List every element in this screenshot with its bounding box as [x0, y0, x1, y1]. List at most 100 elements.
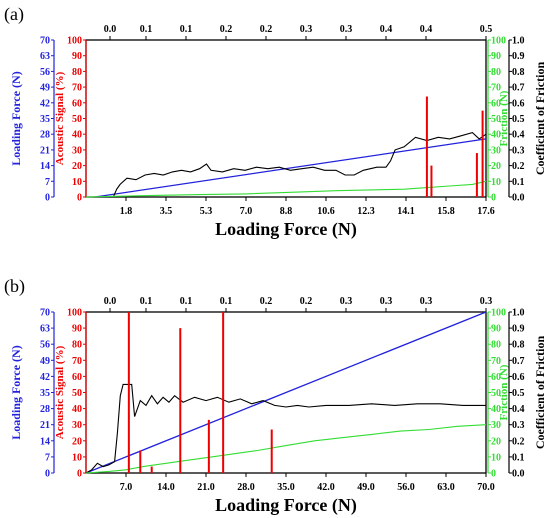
y-tick-label: 0.5 [512, 114, 525, 125]
y-tick-label: 0 [491, 193, 496, 204]
series-line-friction [85, 424, 487, 474]
x-axis-label: Loading Force (N) [215, 495, 357, 516]
series-cof [86, 131, 487, 198]
panel-label: (b) [4, 276, 25, 297]
y-tick-label: 0 [45, 469, 50, 480]
y-axis-acoustic: 0 10 20 30 40 50 60 70 80 90 100 Acoustic Signal (%… [54, 308, 87, 480]
series-acoustic [425, 96, 484, 197]
y-tick-label: 30 [491, 145, 501, 156]
y-tick-label: 0.1 [512, 177, 525, 188]
y-tick-label: 30 [491, 420, 501, 431]
y-tick-label: 90 [72, 51, 82, 62]
x-bottom-tick-label: 35.0 [277, 482, 295, 493]
y-tick-label: 42 [40, 98, 50, 109]
y-tick-label: 80 [72, 340, 82, 351]
x-top-tick-label: 0.2 [220, 24, 233, 35]
series-cof [85, 383, 486, 474]
x-top-tick-label: 0.0 [104, 296, 117, 307]
y-tick-label: 70 [491, 83, 501, 94]
y-axis-title: Coefficient of Friction [533, 336, 547, 450]
y-tick-label: 35 [40, 114, 50, 125]
x-top-tick-label: 0.2 [260, 24, 273, 35]
x-top-tick-label: 0.1 [180, 24, 193, 35]
series-acoustic [127, 312, 273, 473]
y-axis-friction: 0 10 20 30 40 50 60 70 80 90 100 Friction (N) [487, 36, 510, 204]
y-tick-label: 100 [491, 36, 506, 47]
x-top-tick-label: 0.4 [380, 24, 393, 35]
y-axis-loading-force: 0 7 14 21 28 35 42 49 56 63 70 Loading Force (N) [9, 36, 55, 204]
y-axis-cof: 0.0 0.1 0.2 0.3 0.4 0.5 0.6 0.7 0.8 0.9 1.0 Coeffic… [508, 308, 547, 480]
x-bottom-tick-label: 1.8 [120, 206, 133, 217]
x-bottom-tick-label: 70.0 [477, 482, 495, 493]
x-bottom-tick-label: 7.0 [120, 482, 133, 493]
x-top-tick-label: 0.0 [104, 24, 117, 35]
y-tick-label: 20 [491, 161, 501, 172]
y-tick-label: 14 [40, 436, 50, 447]
x-top-tick-label: 0.1 [180, 296, 193, 307]
y-tick-label: 60 [491, 372, 501, 383]
x-top-tick-label: 0.2 [260, 296, 273, 307]
x-top-tick-label: 0.1 [140, 24, 153, 35]
x-top-tick-label: 0.1 [220, 296, 233, 307]
y-tick-label: 56 [40, 67, 50, 78]
y-tick-label: 50 [72, 114, 82, 125]
x-top-tick-label: 0.3 [340, 296, 353, 307]
y-axis-loading-force: 0 7 14 21 28 35 42 49 56 63 70 Loading Force (N) [9, 308, 55, 480]
y-tick-label: 0.4 [512, 404, 525, 415]
x-bottom-tick-label: 7.0 [240, 206, 253, 217]
y-tick-label: 0 [45, 193, 50, 204]
y-tick-label: 50 [491, 388, 501, 399]
y-tick-label: 21 [40, 145, 50, 156]
y-tick-label: 0.0 [512, 193, 525, 204]
series-line-friction [85, 180, 487, 198]
y-tick-label: 42 [40, 372, 50, 383]
x-bottom-tick-label: 14.1 [397, 206, 415, 217]
y-tick-label: 90 [491, 324, 501, 335]
y-tick-label: 10 [491, 452, 501, 463]
y-tick-label: 49 [40, 83, 50, 94]
x-top-tick-label: 0.3 [340, 24, 353, 35]
y-tick-label: 0.2 [512, 436, 525, 447]
y-axis-friction: 0 10 20 30 40 50 60 70 80 90 100 Friction (N) [487, 308, 510, 480]
y-tick-label: 10 [72, 452, 82, 463]
y-tick-label: 40 [72, 130, 82, 141]
y-tick-label: 90 [72, 324, 82, 335]
y-axis-acoustic: 0 10 20 30 40 50 60 70 80 90 100 Acoustic Signal (%… [54, 36, 87, 204]
y-tick-label: 0.7 [512, 356, 525, 367]
y-tick-label: 20 [72, 436, 82, 447]
x-top-tick-label: 0.3 [420, 296, 433, 307]
y-tick-label: 21 [40, 420, 50, 431]
x-bottom-tick-label: 12.3 [357, 206, 375, 217]
y-axis-title: Coefficient of Friction [533, 62, 547, 176]
x-bottom-tick-label: 10.6 [317, 206, 335, 217]
y-tick-label: 0.6 [512, 372, 525, 383]
x-bottom-tick-label: 17.6 [477, 206, 495, 217]
y-tick-label: 0.9 [512, 51, 525, 62]
y-tick-label: 0.3 [512, 145, 525, 156]
y-tick-label: 50 [72, 388, 82, 399]
y-tick-label: 56 [40, 340, 50, 351]
series-load [85, 311, 487, 474]
x-top-tick-label: 0.3 [300, 24, 313, 35]
y-tick-label: 90 [491, 51, 501, 62]
x-bottom-tick-label: 28.0 [237, 482, 255, 493]
y-tick-label: 60 [491, 98, 501, 109]
y-tick-label: 80 [491, 340, 501, 351]
series-line-load [85, 311, 487, 474]
series-friction [85, 180, 487, 198]
y-tick-label: 0.3 [512, 420, 525, 431]
y-tick-label: 0.2 [512, 161, 525, 172]
y-tick-label: 1.0 [512, 308, 525, 319]
y-tick-label: 0 [77, 193, 82, 204]
y-tick-label: 40 [491, 130, 501, 141]
y-axis-title: Loading Force (N) [9, 71, 23, 165]
y-tick-label: 60 [72, 98, 82, 109]
chart-panel-2: (b)7.0 14.0 21.0 28.0 35.0 42.0 49.0 56.0 63.0 70… [4, 276, 547, 516]
x-bottom-tick-label: 56.0 [397, 482, 415, 493]
y-tick-label: 40 [491, 404, 501, 415]
y-tick-label: 35 [40, 388, 50, 399]
y-tick-label: 50 [491, 114, 501, 125]
y-axis-cof: 0.0 0.1 0.2 0.3 0.4 0.5 0.6 0.7 0.8 0.9 1.0 Coeffic… [508, 36, 547, 204]
x-top-tick-label: 0.3 [480, 296, 493, 307]
